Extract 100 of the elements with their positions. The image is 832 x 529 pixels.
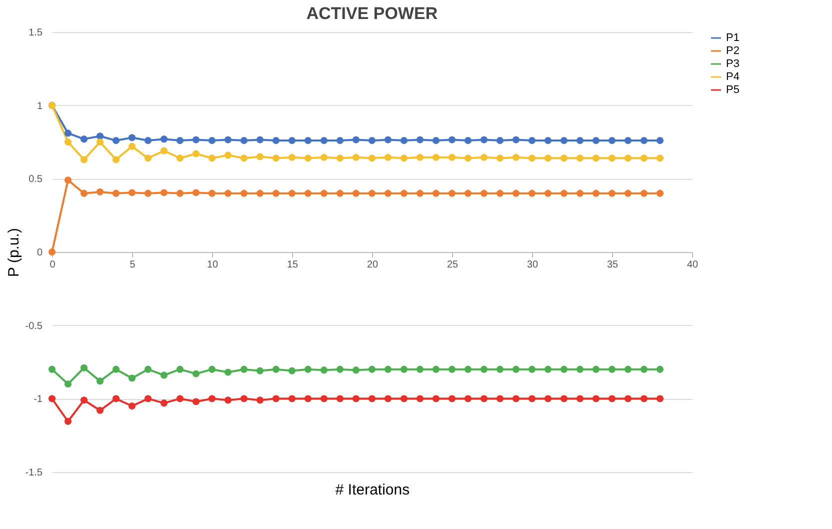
point (544, 395, 552, 402)
point (496, 395, 504, 402)
point (384, 136, 392, 144)
point (480, 154, 488, 161)
point (96, 406, 104, 414)
point (576, 395, 584, 402)
y-tick-label: -1.5 (25, 468, 43, 478)
point (288, 137, 296, 144)
point (320, 137, 328, 144)
point (656, 154, 664, 162)
point (160, 147, 168, 154)
point (576, 137, 584, 144)
point (288, 367, 296, 374)
point (192, 398, 200, 406)
point (208, 395, 216, 402)
point (176, 154, 184, 162)
point (400, 154, 408, 162)
point (304, 395, 312, 402)
point (656, 137, 664, 144)
point (528, 190, 536, 197)
point (336, 190, 344, 197)
point (64, 176, 72, 184)
point (416, 366, 424, 373)
point (80, 156, 88, 164)
point (560, 154, 568, 162)
point (560, 366, 568, 373)
point (272, 190, 280, 197)
point (608, 154, 616, 162)
point (192, 150, 200, 158)
x-tick-label: 30 (526, 260, 538, 270)
point (400, 190, 408, 197)
point (176, 190, 184, 197)
point (336, 395, 344, 402)
point (624, 366, 632, 373)
point (64, 130, 72, 137)
point (464, 137, 472, 144)
point (320, 190, 328, 197)
point (288, 190, 296, 197)
point (592, 137, 600, 144)
point (368, 137, 376, 144)
point (640, 137, 648, 144)
x-tick-label: 40 (686, 260, 698, 270)
point (320, 366, 328, 374)
legend-label: P3 (726, 58, 740, 70)
point (48, 395, 56, 402)
point (400, 366, 408, 373)
point (272, 137, 280, 144)
point (384, 395, 392, 402)
point (64, 138, 72, 146)
point (656, 190, 664, 197)
point (576, 154, 584, 162)
point (480, 366, 488, 373)
x-axis-title: # Iterations (335, 482, 410, 498)
x-tick-label: 15 (286, 260, 298, 270)
legend-label: P1 (726, 32, 740, 44)
point (208, 154, 216, 162)
point (144, 154, 152, 162)
legend-label: P4 (726, 71, 740, 83)
point (432, 395, 440, 402)
point (208, 190, 216, 197)
point (592, 366, 600, 373)
point (112, 395, 120, 402)
point (352, 366, 360, 374)
point (352, 136, 360, 144)
point (352, 190, 360, 197)
point (128, 402, 136, 410)
point (368, 154, 376, 162)
point (48, 366, 56, 373)
point (80, 136, 88, 143)
point (64, 418, 72, 425)
point (384, 366, 392, 373)
point (448, 366, 456, 373)
point (464, 190, 472, 197)
point (224, 368, 232, 376)
point (320, 395, 328, 402)
point (240, 190, 248, 197)
point (640, 395, 648, 402)
point (224, 190, 232, 197)
point (384, 190, 392, 197)
point (512, 136, 520, 144)
y-axis-title: P (p.u.) (5, 228, 22, 277)
point (512, 190, 520, 197)
point (128, 374, 136, 382)
point (192, 189, 200, 196)
legend-label: P5 (726, 84, 740, 96)
point (496, 190, 504, 197)
point (432, 137, 440, 144)
point (400, 137, 408, 144)
point (432, 190, 440, 197)
point (576, 366, 584, 373)
point (416, 190, 424, 197)
point (112, 156, 120, 164)
point (224, 396, 232, 404)
point (480, 395, 488, 402)
x-tick-label: 25 (446, 260, 458, 270)
point (240, 366, 248, 373)
point (352, 154, 360, 161)
point (256, 190, 264, 197)
x-tick-label: 5 (130, 260, 136, 270)
point (144, 190, 152, 197)
